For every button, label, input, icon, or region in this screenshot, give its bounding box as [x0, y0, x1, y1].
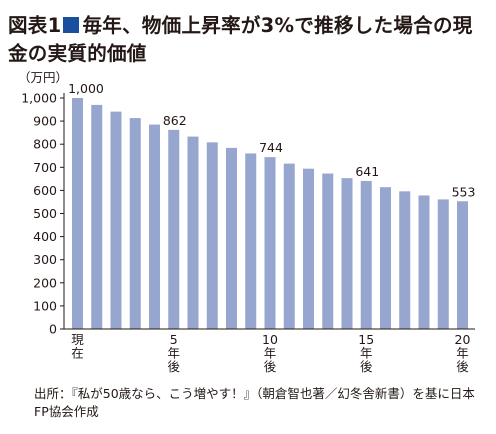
blue-square-icon — [63, 17, 80, 33]
x-tick-label: 現在 — [71, 332, 84, 361]
x-tick-label-part: 5 — [170, 332, 178, 347]
x-tick-label-part: 年 — [264, 346, 277, 361]
y-tick-label: 400 — [33, 229, 57, 244]
bar — [264, 157, 276, 329]
bar — [206, 142, 218, 329]
bar — [341, 178, 353, 329]
bar — [149, 124, 160, 329]
y-tick-label: 100 — [33, 298, 57, 313]
x-tick-label-part: 現 — [71, 332, 84, 347]
x-tick-label-part: 在 — [71, 346, 84, 361]
x-tick-label: 5年後 — [167, 332, 180, 374]
x-tick-label-part: 後 — [360, 359, 373, 374]
x-tick-label-part: 後 — [167, 359, 180, 374]
bar — [187, 136, 199, 329]
bar — [168, 129, 180, 329]
y-tick-label: 300 — [33, 252, 57, 267]
y-tick-label: 1,000 — [21, 91, 57, 106]
x-tick-label-part: 15 — [358, 332, 374, 347]
bar — [360, 180, 372, 329]
bar — [399, 191, 411, 329]
data-label: 744 — [259, 140, 283, 155]
bar — [72, 98, 83, 329]
bar — [303, 168, 314, 329]
y-tick-label: 0 — [49, 322, 57, 337]
data-label: 862 — [163, 113, 187, 128]
figure-label: 図表1 — [8, 14, 62, 37]
x-tick-label-part: 後 — [264, 359, 277, 374]
source-note: 出所：『私が50歳なら、こう増やす！』（朝倉智也著／幻冬舎新書）を基に日本FP協… — [34, 386, 475, 419]
y-tick-label: 800 — [33, 137, 57, 152]
bar — [457, 201, 468, 329]
x-tick-label-part: 年 — [360, 346, 373, 361]
x-tick-label-part: 10 — [262, 332, 278, 347]
bar — [437, 199, 449, 329]
data-label: 553 — [452, 184, 476, 199]
y-tick-label: 600 — [33, 183, 57, 198]
bar — [129, 118, 141, 329]
chart-title: 図表1 毎年、物価上昇率が3%で推移した場合の現金の実質的価値 — [8, 12, 492, 68]
x-tick-label-part: 後 — [456, 359, 469, 374]
data-label: 641 — [355, 164, 379, 179]
bar — [245, 153, 257, 329]
y-tick-label: 700 — [33, 160, 57, 175]
bar — [380, 187, 391, 329]
y-tick-label: 500 — [33, 206, 57, 221]
y-tick-label: 200 — [33, 275, 57, 290]
bar — [226, 147, 237, 329]
bar — [418, 195, 430, 329]
bar — [110, 111, 122, 329]
y-axis-unit-label: （万円） — [18, 70, 68, 85]
bar — [283, 163, 295, 329]
bar — [322, 173, 334, 329]
x-tick-label-part: 20 — [455, 332, 471, 347]
x-tick-label-part: 年 — [167, 346, 180, 361]
x-tick-label-part: 年 — [456, 346, 469, 361]
y-tick-label: 900 — [33, 114, 57, 129]
title-text: 毎年、物価上昇率が3%で推移した場合の現金の実質的価値 — [8, 14, 473, 65]
bar — [91, 104, 103, 330]
data-label: 1,000 — [68, 81, 104, 96]
